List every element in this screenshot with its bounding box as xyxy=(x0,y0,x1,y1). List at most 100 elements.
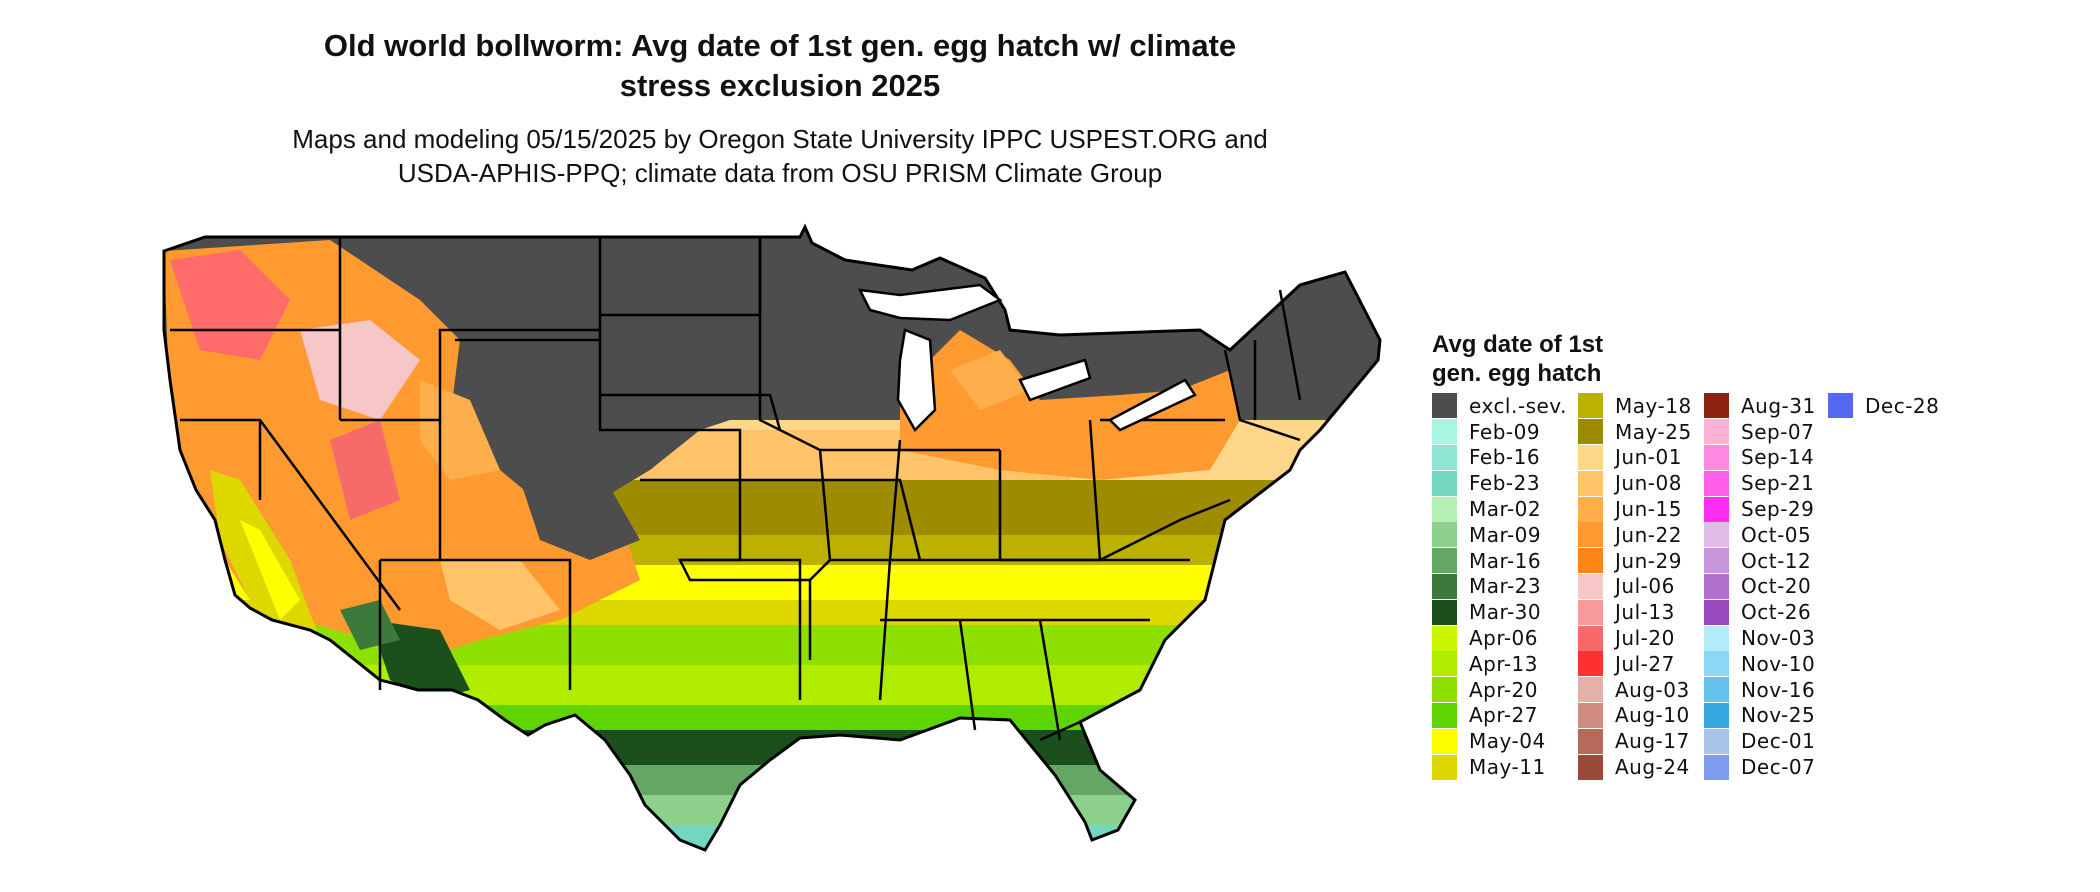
legend-label: Nov-16 xyxy=(1741,677,1816,702)
legend-swatch xyxy=(1432,548,1457,574)
legend-label: Jun-29 xyxy=(1615,548,1682,573)
legend-swatch xyxy=(1578,599,1603,625)
legend-label: Aug-17 xyxy=(1615,729,1690,754)
legend-swatch xyxy=(1704,754,1729,780)
legend-item: Jun-08 xyxy=(1578,470,1738,496)
legend-item: Aug-31 xyxy=(1704,393,1864,419)
legend-label: Jul-27 xyxy=(1615,651,1675,676)
legend-label: Jun-15 xyxy=(1615,497,1682,522)
legend-item: May-11 xyxy=(1432,754,1592,780)
legend-swatch xyxy=(1704,728,1729,754)
legend-label: Feb-23 xyxy=(1469,471,1541,496)
legend-label: May-04 xyxy=(1469,729,1546,754)
legend-item: excl.-sev. xyxy=(1432,393,1592,419)
legend-label: Mar-09 xyxy=(1469,522,1542,547)
legend-label: May-18 xyxy=(1615,393,1692,418)
legend-swatch xyxy=(1704,651,1729,677)
legend-column: excl.-sev. Feb-09 Feb-16 Feb-23 Mar-02 Mar-09… xyxy=(1432,393,1592,780)
us-map xyxy=(162,223,1382,852)
legend-swatch xyxy=(1704,393,1729,419)
legend-label: Dec-28 xyxy=(1865,393,1940,418)
legend-label: Jul-06 xyxy=(1615,574,1675,599)
legend-swatch xyxy=(1432,393,1457,419)
legend-label: Mar-16 xyxy=(1469,548,1542,573)
map-subtitle-line-2: USDA-APHIS-PPQ; climate data from OSU PR… xyxy=(397,158,1163,188)
legend-label: Mar-23 xyxy=(1469,574,1542,599)
map-title: Old world bollworm: Avg date of 1st gen.… xyxy=(200,26,1360,106)
legend-item: Jul-27 xyxy=(1578,651,1738,677)
legend-item: Aug-10 xyxy=(1578,702,1738,729)
legend-label: Feb-09 xyxy=(1469,419,1541,444)
legend-label: Oct-20 xyxy=(1741,574,1812,599)
legend-item: Feb-23 xyxy=(1432,470,1592,496)
legend-label: Mar-30 xyxy=(1469,600,1542,625)
legend-item: Apr-13 xyxy=(1432,651,1592,677)
legend-swatch xyxy=(1704,548,1729,574)
legend-item: Dec-01 xyxy=(1704,728,1864,754)
legend-swatch xyxy=(1704,444,1729,470)
legend-item: Feb-09 xyxy=(1432,419,1592,445)
legend-label: Nov-10 xyxy=(1741,651,1816,676)
legend-swatch xyxy=(1704,702,1729,728)
legend-label: Aug-24 xyxy=(1615,755,1690,780)
legend-item: Mar-30 xyxy=(1432,599,1592,625)
legend-swatch xyxy=(1578,548,1603,574)
legend-item: Jun-29 xyxy=(1578,548,1738,574)
legend-item: Jun-15 xyxy=(1578,496,1738,522)
legend-item: Apr-27 xyxy=(1432,702,1592,729)
legend-label: Oct-12 xyxy=(1741,548,1812,573)
legend-swatch xyxy=(1704,573,1729,599)
legend-label: Dec-01 xyxy=(1741,729,1816,754)
legend-label: Sep-14 xyxy=(1741,445,1815,470)
legend-item: Mar-09 xyxy=(1432,522,1592,548)
legend-item: Sep-07 xyxy=(1704,419,1864,445)
legend-label: Oct-26 xyxy=(1741,600,1812,625)
legend-swatch xyxy=(1578,522,1603,548)
legend-swatch xyxy=(1432,677,1457,703)
legend-column: Dec-28 xyxy=(1828,393,1988,419)
legend-item: Apr-06 xyxy=(1432,625,1592,651)
legend-swatch xyxy=(1578,419,1603,445)
legend-label: Nov-03 xyxy=(1741,626,1816,651)
legend-label: May-25 xyxy=(1615,419,1692,444)
legend-item: May-25 xyxy=(1578,419,1738,445)
legend-label: Jun-08 xyxy=(1615,471,1682,496)
legend-label: Aug-31 xyxy=(1741,393,1816,418)
legend-item: Nov-16 xyxy=(1704,677,1864,703)
legend-item: Oct-26 xyxy=(1704,599,1864,625)
legend-label: excl.-sev. xyxy=(1469,393,1567,418)
legend-label: Aug-03 xyxy=(1615,677,1690,702)
legend-swatch xyxy=(1578,496,1603,522)
legend-swatch xyxy=(1704,522,1729,548)
map-title-line-2: stress exclusion 2025 xyxy=(619,68,941,103)
legend-item: Sep-21 xyxy=(1704,470,1864,496)
legend-swatch xyxy=(1432,522,1457,548)
legend-item: Jun-22 xyxy=(1578,522,1738,548)
legend-item: Aug-24 xyxy=(1578,754,1738,780)
legend-item: Nov-03 xyxy=(1704,625,1864,651)
legend-item: Oct-20 xyxy=(1704,573,1864,600)
legend-label: Apr-13 xyxy=(1469,651,1538,676)
legend-swatch xyxy=(1704,496,1729,522)
legend-swatch xyxy=(1432,728,1457,754)
legend-label: May-11 xyxy=(1469,755,1546,780)
legend-swatch xyxy=(1432,599,1457,625)
legend-item: Apr-20 xyxy=(1432,677,1592,703)
legend-item: Mar-02 xyxy=(1432,496,1592,522)
legend-label: Sep-21 xyxy=(1741,471,1815,496)
legend-swatch xyxy=(1704,677,1729,703)
legend-title: Avg date of 1st gen. egg hatch xyxy=(1432,330,1603,388)
legend-swatch xyxy=(1432,573,1457,599)
legend-item: Aug-17 xyxy=(1578,728,1738,754)
legend-item: Nov-25 xyxy=(1704,702,1864,729)
legend-item: Oct-05 xyxy=(1704,522,1864,548)
legend-swatch xyxy=(1432,625,1457,651)
legend-swatch xyxy=(1578,677,1603,703)
legend-swatch xyxy=(1578,470,1603,496)
legend-title-line-2: gen. egg hatch xyxy=(1432,360,1602,387)
legend-label: Oct-05 xyxy=(1741,522,1812,547)
legend-label: Sep-07 xyxy=(1741,419,1815,444)
legend-swatch xyxy=(1432,470,1457,496)
legend-swatch xyxy=(1432,496,1457,522)
legend-swatch xyxy=(1828,393,1853,419)
